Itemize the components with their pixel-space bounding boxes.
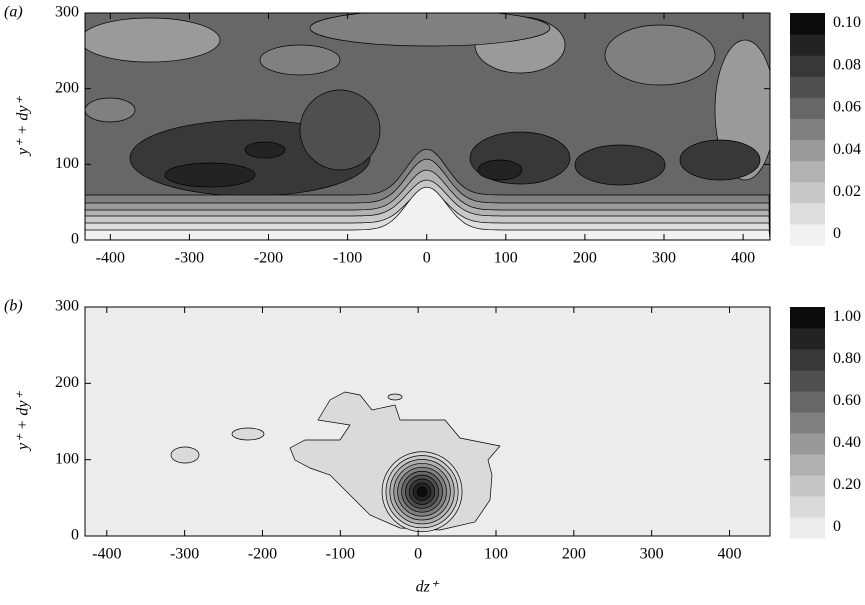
contour-field: [85, 13, 770, 240]
colorbar-label: 0.08: [833, 56, 861, 73]
x-axis-label: dz⁺: [416, 579, 440, 596]
colorbar-cell: [790, 55, 825, 77]
colorbar-cell: [790, 370, 825, 392]
colorbar-cell: [790, 181, 825, 204]
colorbar-cell: [790, 496, 825, 518]
colorbar-label: 0.06: [833, 99, 861, 116]
y-tick-label: 0: [71, 527, 79, 544]
x-tick-label: 0: [423, 250, 431, 267]
x-tick-label: 0: [414, 546, 422, 563]
x-tick-label: -300: [170, 546, 199, 563]
x-tick-label: 200: [573, 250, 597, 267]
colorbar-cell: [790, 349, 825, 371]
y-tick-label: 200: [55, 79, 79, 96]
colorbar-label: 0.80: [833, 350, 861, 367]
x-tick-label: -100: [333, 250, 362, 267]
y-tick-label: 300: [55, 298, 79, 315]
contour-region: [679, 139, 761, 181]
colorbar-label: 0.20: [833, 476, 861, 493]
contour-region: [477, 159, 523, 181]
plot-frame: [84, 12, 771, 241]
colorbar-label: 0.40: [833, 434, 861, 451]
colorbar-cell: [790, 412, 825, 434]
y-tick-label: 200: [55, 374, 79, 391]
colorbar-cell: [790, 475, 825, 497]
contour-region: [170, 446, 200, 464]
colorbar-label: 0.10: [833, 14, 861, 31]
colorbar-label: 0.60: [833, 392, 861, 409]
y-axis-label: y⁺ + dy⁺: [15, 96, 32, 157]
y-tick-label: 100: [55, 450, 79, 467]
x-tick-label: 200: [562, 546, 586, 563]
contour-region: [85, 17, 221, 63]
contour-region: [231, 427, 265, 441]
colorbar-label: 0: [833, 518, 841, 535]
colorbar-cell: [790, 118, 825, 141]
colorbar-cell: [790, 307, 825, 329]
y-axis-label: y⁺ + dy⁺: [15, 391, 32, 452]
plot-frame: [84, 306, 771, 537]
x-tick-label: 300: [652, 250, 676, 267]
x-tick-label: -400: [96, 250, 125, 267]
contour-region: [259, 44, 341, 76]
panel-label: (a): [4, 4, 23, 21]
x-tick-label: -200: [248, 546, 277, 563]
contour-region: [416, 486, 428, 497]
x-tick-label: -300: [175, 250, 204, 267]
colorbar-label: 0.02: [833, 183, 861, 200]
contour-region: [574, 144, 666, 186]
colorbar-cell: [790, 13, 825, 35]
colorbar-cell: [790, 223, 825, 246]
colorbar-cell: [790, 454, 825, 476]
contour-region: [309, 13, 551, 47]
contour-region: [85, 97, 136, 123]
contour-region: [604, 24, 716, 86]
contour-region: [299, 89, 381, 171]
colorbar-label: 0.04: [833, 141, 861, 158]
colorbar-cell: [790, 391, 825, 413]
x-tick-label: 100: [494, 250, 518, 267]
colorbar-cell: [790, 97, 825, 119]
panel-label: (b): [4, 298, 23, 315]
colorbar-cell: [790, 139, 825, 162]
contour-region: [85, 186, 770, 240]
y-tick-label: 0: [71, 231, 79, 248]
x-tick-label: -400: [92, 546, 121, 563]
y-tick-label: 300: [55, 4, 79, 21]
x-tick-label: 300: [640, 546, 664, 563]
contour-region: [387, 393, 403, 401]
contour-region: [164, 162, 256, 188]
colorbar-label: 0: [833, 225, 841, 242]
colorbar-cell: [790, 34, 825, 56]
contour-field: [85, 307, 770, 536]
colorbar-label: 1.00: [833, 308, 861, 325]
x-tick-label: 100: [484, 546, 508, 563]
contour-region: [244, 141, 286, 159]
colorbar-cell: [790, 202, 825, 225]
x-tick-label: 400: [731, 250, 755, 267]
colorbar-cell: [790, 328, 825, 350]
y-tick-label: 100: [55, 155, 79, 172]
x-tick-label: 400: [718, 546, 742, 563]
colorbar-cell: [790, 433, 825, 455]
colorbar-cell: [790, 160, 825, 183]
x-tick-label: -200: [254, 250, 283, 267]
colorbar-cell: [790, 76, 825, 98]
colorbar-cell: [790, 517, 825, 539]
x-tick-label: -100: [326, 546, 355, 563]
